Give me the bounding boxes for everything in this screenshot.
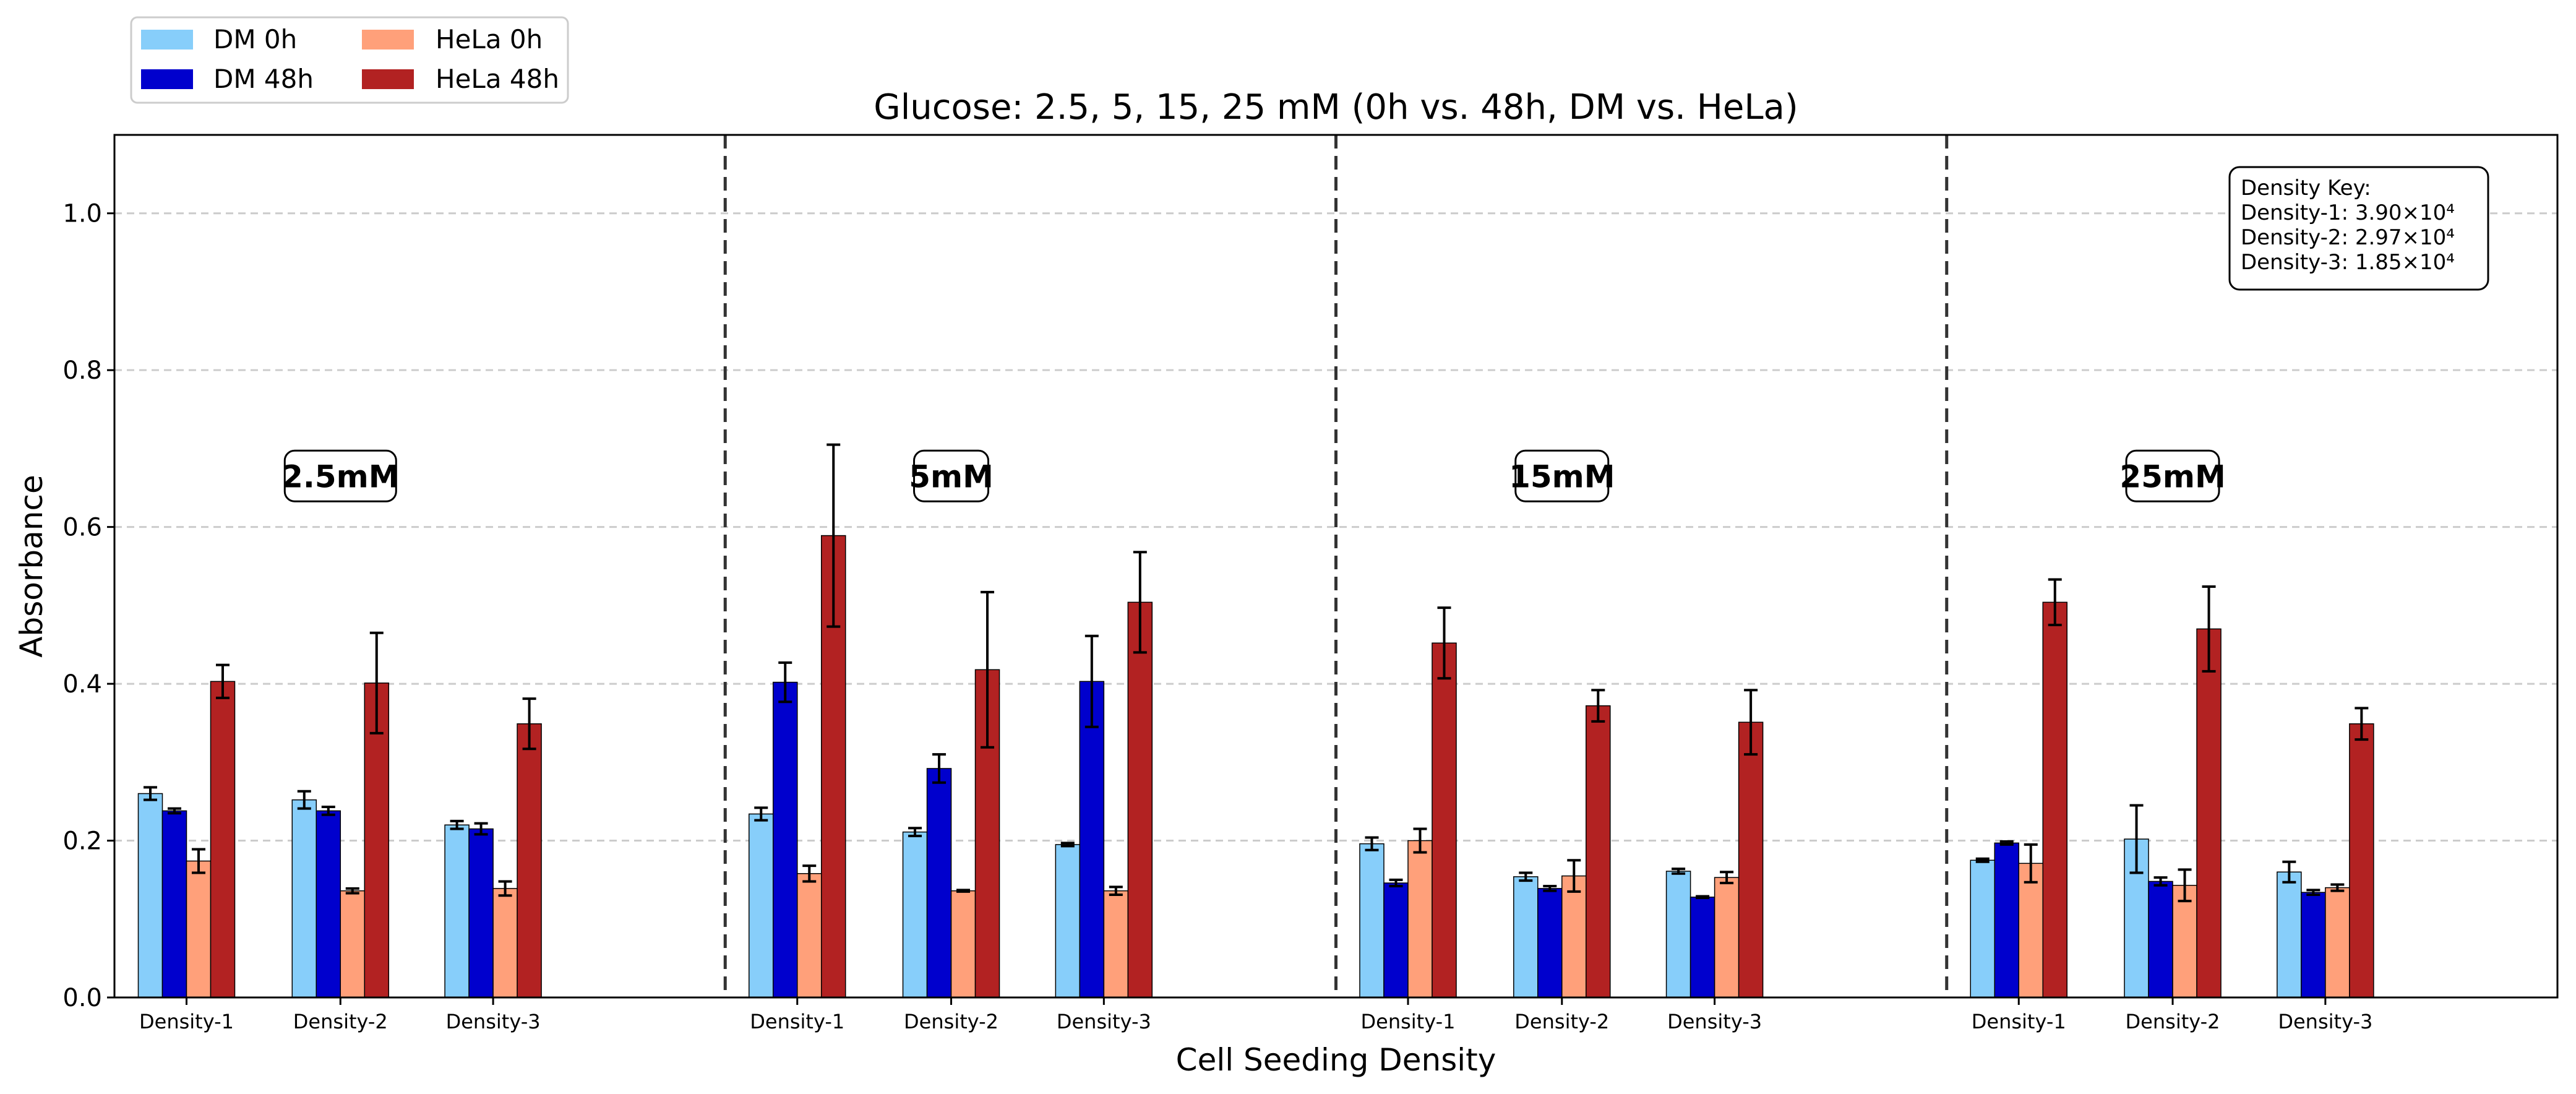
bar [2325, 887, 2350, 998]
bar [517, 723, 542, 998]
bar [2301, 892, 2326, 998]
bar [2349, 723, 2374, 998]
x-tick-label: Density-1 [139, 1010, 234, 1033]
bar [1432, 642, 1457, 998]
bar [1561, 875, 1587, 998]
bar [796, 873, 822, 998]
y-tick-label: 0.0 [62, 984, 102, 1012]
separators-layer [723, 135, 1949, 997]
bar [1103, 890, 1129, 998]
x-tick-label: Density-2 [1514, 1010, 1609, 1033]
y-tick-label: 0.2 [62, 827, 102, 856]
panel-label-box [283, 449, 397, 502]
density-key-annotation: Density Key: Density-1: 3.90×10⁴ Density… [2228, 166, 2489, 291]
y-tick-label: 0.6 [62, 514, 102, 542]
bar [748, 813, 774, 998]
panel-label: 25mM [2119, 459, 2225, 494]
x-tick-label: Density-3 [2278, 1010, 2372, 1033]
legend-box [130, 16, 569, 104]
bar [1537, 888, 1563, 998]
bar [1970, 859, 1995, 998]
bar [161, 810, 187, 998]
bar [340, 890, 366, 998]
bar [1714, 877, 1740, 998]
bar [2148, 881, 2173, 998]
panel-label: 2.5mM [281, 459, 399, 494]
panel-label: 5mM [909, 459, 994, 494]
legend-swatch [362, 30, 414, 50]
legend-swatch [141, 30, 193, 50]
legend-label: DM 48h [213, 64, 314, 94]
bar [1055, 844, 1081, 998]
bar [444, 824, 470, 998]
bar [1079, 681, 1105, 998]
x-tick-label: Density-2 [904, 1010, 998, 1033]
bar [950, 890, 976, 998]
density-key-line: Density-2: 2.97×10⁴ [2241, 225, 2455, 250]
bar [1689, 897, 1715, 998]
bar [186, 860, 212, 998]
bar [468, 828, 494, 998]
bar [492, 888, 518, 998]
panel-label: 15mM [1509, 459, 1615, 494]
legend-label: DM 0h [213, 24, 297, 54]
density-key-title: Density Key: [2241, 176, 2371, 200]
legend: DM 0h DM 48h HeLa 0h HeLa 48h [130, 16, 569, 104]
bar [1586, 705, 1611, 998]
bar [1994, 842, 2019, 998]
x-tick-label: Density-1 [1360, 1010, 1455, 1033]
bar [2018, 863, 2043, 998]
density-key-line: Density-1: 3.90×10⁴ [2241, 200, 2455, 225]
bar [1127, 601, 1153, 998]
x-tick-label: Density-1 [1972, 1010, 2066, 1033]
bar [316, 810, 341, 998]
x-ticks: Density-1 Density-2 Density-3 Density-1 Dens… [139, 997, 2372, 1033]
panel-label-box [913, 449, 990, 502]
bar [1383, 882, 1409, 998]
y-tick-label: 1.0 [62, 200, 102, 228]
bar [1513, 876, 1539, 998]
bar [2196, 628, 2222, 998]
grid-layer [114, 212, 2557, 842]
bar [2042, 601, 2067, 998]
x-axis-label: Cell Seeding Density [1176, 1042, 1496, 1078]
chart-title: Glucose: 2.5, 5, 15, 25 mM (0h vs. 48h, … [874, 87, 1798, 127]
y-axis-label: Absorbance [14, 475, 49, 657]
bar [926, 768, 952, 998]
bar [772, 681, 798, 998]
axes-frame [113, 134, 2559, 999]
y-tick-label: 0.8 [62, 356, 102, 385]
bar [1407, 840, 1433, 998]
panel-label-box [1514, 449, 1610, 502]
bar [210, 681, 236, 998]
bar [137, 793, 163, 998]
legend-swatch [141, 69, 193, 89]
x-tick-label: Density-3 [1667, 1010, 1762, 1033]
density-key-line: Density-3: 1.85×10⁴ [2241, 250, 2455, 275]
bar [2277, 871, 2302, 998]
bar [1738, 721, 1764, 998]
legend-label: HeLa 0h [436, 24, 543, 54]
x-tick-label: Density-3 [446, 1010, 541, 1033]
bar [364, 683, 390, 998]
y-tick-label: 0.4 [62, 670, 102, 699]
bar [1359, 843, 1385, 998]
panel-labels: 2.5mM 5mM 15mM 25mM [281, 449, 2226, 502]
y-ticks: 0.0 0.2 0.4 0.6 0.8 1.0 [62, 200, 114, 1012]
legend-label: HeLa 48h [436, 64, 559, 94]
x-tick-label: Density-2 [2126, 1010, 2220, 1033]
bar [1665, 871, 1691, 998]
bar [291, 799, 317, 998]
x-tick-label: Density-3 [1057, 1010, 1151, 1033]
density-key-box [2228, 166, 2489, 291]
x-tick-label: Density-1 [750, 1010, 844, 1033]
bar [902, 831, 928, 998]
x-tick-label: Density-2 [293, 1010, 388, 1033]
panel-label-box [2125, 449, 2220, 502]
legend-swatch [362, 69, 414, 89]
